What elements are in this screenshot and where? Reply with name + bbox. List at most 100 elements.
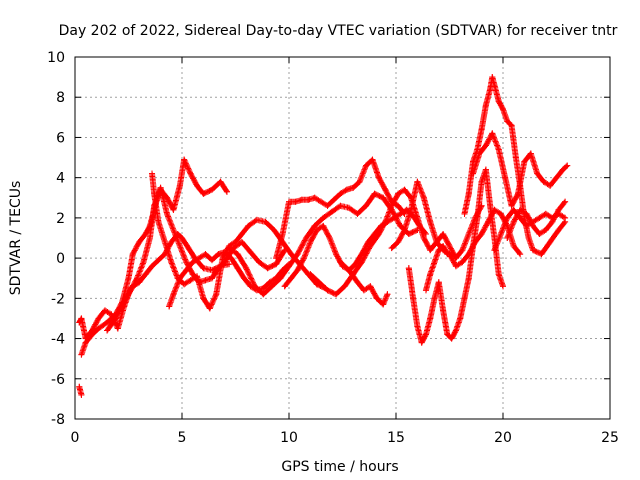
data-point: [358, 259, 365, 266]
data-point: [367, 283, 374, 290]
data-point: [517, 251, 524, 258]
data-point: [534, 170, 541, 177]
data-point: [208, 257, 215, 264]
data-point: [185, 245, 192, 252]
data-point: [206, 305, 213, 312]
data-point: [292, 198, 299, 205]
data-point: [196, 255, 203, 262]
data-point: [538, 251, 545, 258]
data-point: [187, 277, 194, 284]
data-point: [504, 118, 511, 125]
series-track-13: [405, 166, 506, 346]
data-point: [200, 190, 207, 197]
data-point: [343, 186, 350, 193]
x-axis-label: GPS time / hours: [281, 459, 398, 475]
series-track-6: [166, 249, 292, 310]
data-point: [380, 301, 387, 308]
data-point: [161, 239, 168, 246]
data-point: [373, 295, 380, 302]
data-point: [245, 222, 252, 229]
data-point: [219, 255, 226, 262]
data-point: [288, 275, 295, 282]
data-point: [465, 190, 472, 197]
x-tick-label: 5: [178, 430, 187, 446]
data-point: [260, 291, 267, 298]
data-point: [155, 218, 162, 225]
data-point: [420, 235, 427, 241]
data-point: [324, 202, 331, 209]
data-point: [418, 339, 425, 346]
data-point: [487, 202, 494, 209]
data-point: [422, 331, 429, 338]
data-point: [562, 214, 569, 221]
data-point: [354, 279, 361, 286]
data-point: [555, 206, 562, 213]
data-point: [294, 251, 301, 258]
data-point: [517, 206, 524, 213]
data-point: [401, 186, 408, 193]
data-point: [337, 259, 344, 266]
data-trace: [273, 156, 408, 262]
data-point: [104, 319, 111, 326]
data-point: [238, 239, 245, 246]
data-point: [337, 202, 344, 209]
data-point: [459, 247, 466, 254]
data-point: [510, 206, 517, 213]
data-point: [140, 259, 147, 266]
data-point: [286, 198, 292, 205]
data-point: [95, 325, 102, 332]
data-point: [166, 303, 173, 310]
data-point: [500, 106, 506, 113]
data-point: [333, 291, 340, 298]
data-trace: [76, 383, 85, 398]
data-point: [422, 287, 429, 294]
data-point: [427, 271, 434, 278]
series-track-8: [273, 156, 408, 262]
data-point: [208, 267, 215, 274]
data-point: [315, 279, 322, 286]
data-point: [320, 214, 327, 221]
data-point: [407, 206, 414, 213]
data-point: [356, 178, 363, 185]
data-point: [380, 194, 387, 201]
data-point: [478, 126, 485, 133]
data-point: [459, 259, 466, 266]
data-point: [420, 194, 427, 201]
data-point: [243, 265, 250, 272]
data-point: [367, 243, 374, 250]
x-tick-label: 0: [71, 430, 80, 446]
y-tick-label: 8: [56, 90, 65, 106]
data-point: [300, 255, 307, 262]
data-point: [504, 235, 511, 241]
data-point: [176, 182, 183, 189]
data-point: [529, 247, 536, 254]
data-point: [405, 265, 412, 272]
data-point: [142, 271, 149, 278]
data-point: [514, 190, 521, 197]
data-point: [504, 214, 511, 221]
series-track-7: [226, 190, 421, 298]
data-point: [341, 283, 348, 290]
data-point: [217, 178, 224, 185]
data-point: [168, 239, 175, 246]
data-point: [440, 230, 447, 237]
series-track-9: [281, 206, 429, 290]
data-point: [168, 259, 175, 266]
data-point: [360, 287, 367, 294]
data-point: [121, 299, 128, 306]
data-point: [476, 150, 483, 157]
data-point: [529, 222, 536, 229]
data-point: [485, 218, 492, 225]
data-point: [478, 230, 485, 237]
data-point: [553, 174, 560, 181]
data-point: [268, 283, 275, 290]
data-point: [502, 174, 509, 181]
data-point: [104, 327, 111, 334]
data-point: [363, 202, 370, 209]
data-point: [234, 251, 241, 258]
data-point: [136, 239, 143, 246]
data-point: [495, 146, 502, 153]
data-point: [388, 245, 395, 252]
data-point: [208, 186, 215, 193]
